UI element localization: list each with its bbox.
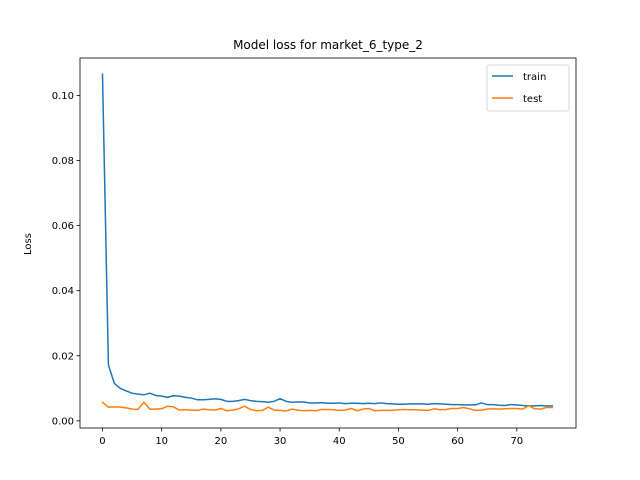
x-tick-label: 0 — [99, 436, 105, 447]
y-tick-label: 0.08 — [52, 156, 74, 167]
y-tick-label: 0.04 — [52, 286, 74, 297]
series-line-test — [101, 401, 554, 412]
x-tick-label: 40 — [333, 436, 346, 447]
x-tick-label: 10 — [155, 436, 168, 447]
x-tick-label: 70 — [510, 436, 523, 447]
y-tick-label: 0.02 — [52, 351, 74, 362]
legend-label-test: test — [523, 94, 542, 105]
x-tick-label: 60 — [451, 436, 464, 447]
legend-label-train: train — [523, 72, 546, 83]
y-tick-label: 0.00 — [52, 416, 74, 427]
plot-area — [101, 73, 554, 412]
y-tick-label: 0.10 — [52, 91, 74, 102]
x-tick-label: 50 — [392, 436, 405, 447]
plot-frame — [79, 57, 577, 429]
chart-title: Model loss for market_6_type_2 — [233, 38, 423, 52]
x-tick-label: 30 — [274, 436, 287, 447]
series-line-train — [101, 73, 554, 407]
y-axis-label: Loss — [23, 233, 34, 255]
legend: train test — [486, 64, 570, 112]
y-tick-label: 0.06 — [52, 221, 74, 232]
x-tick-label: 20 — [215, 436, 228, 447]
